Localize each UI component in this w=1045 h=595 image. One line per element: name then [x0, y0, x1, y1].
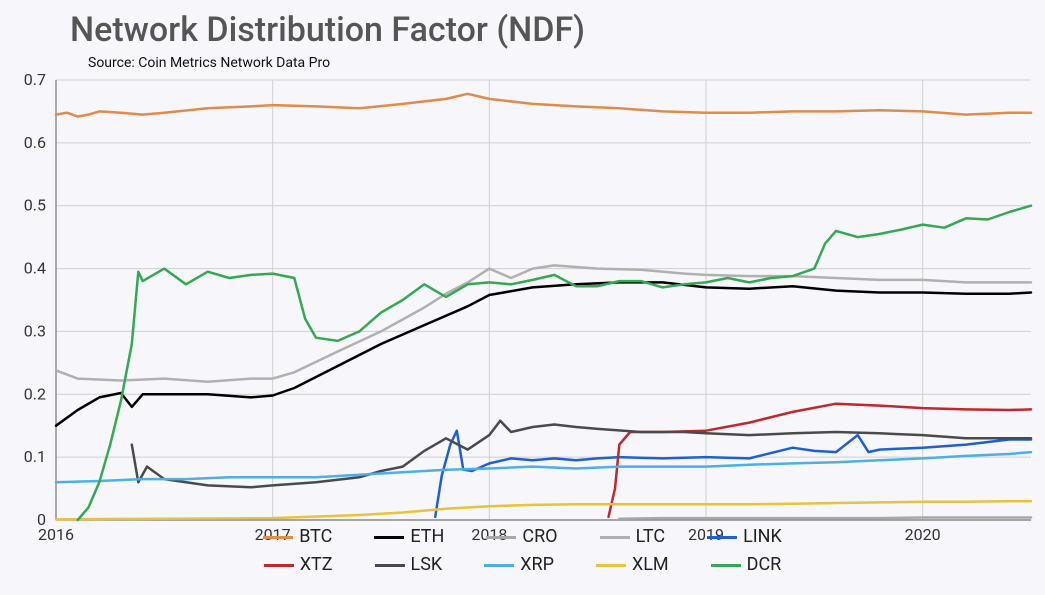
legend-swatch: [600, 536, 630, 539]
series-ltc: [56, 265, 1031, 381]
series-btc: [56, 94, 1031, 117]
legend-label: LINK: [743, 525, 782, 549]
series-xrp: [56, 452, 1031, 482]
legend-swatch: [707, 536, 737, 539]
series-xtz: [609, 404, 1032, 517]
svg-text:0.7: 0.7: [24, 70, 46, 89]
svg-text:0.3: 0.3: [24, 321, 46, 340]
legend-label: CRO: [522, 525, 557, 549]
legend-swatch: [596, 564, 626, 567]
legend-label: ETH: [410, 525, 444, 549]
legend-swatch: [264, 564, 294, 567]
legend-label: BTC: [299, 525, 332, 549]
legend-label: XLM: [632, 553, 669, 577]
svg-text:0.1: 0.1: [24, 447, 46, 466]
svg-text:0.5: 0.5: [24, 196, 46, 215]
legend-item-xrp: XRP: [484, 553, 554, 577]
legend-swatch: [486, 536, 516, 539]
svg-text:0.6: 0.6: [24, 133, 46, 152]
chart-legend: BTC ETH CRO LTC LINK XTZ LSK XRP XLM DCR: [0, 525, 1045, 581]
series-eth: [56, 282, 1031, 425]
legend-label: XRP: [520, 553, 554, 577]
svg-text:0.4: 0.4: [24, 259, 46, 278]
legend-item-lsk: LSK: [375, 553, 443, 577]
chart-subtitle: Source: Coin Metrics Network Data Pro: [88, 55, 330, 71]
svg-text:0.2: 0.2: [24, 384, 46, 403]
legend-label: LTC: [636, 525, 666, 549]
chart-title: Network Distribution Factor (NDF): [70, 10, 585, 50]
series-xlm: [56, 501, 1031, 519]
legend-item-link: LINK: [707, 525, 782, 549]
ndf-line-chart: 2016201720182019202000.10.20.30.40.50.60…: [56, 80, 1031, 520]
legend-swatch: [374, 536, 404, 539]
series-dcr: [78, 206, 1031, 520]
legend-label: XTZ: [300, 553, 333, 577]
legend-item-xlm: XLM: [596, 553, 669, 577]
legend-swatch: [375, 564, 405, 567]
legend-item-btc: BTC: [263, 525, 332, 549]
legend-item-eth: ETH: [374, 525, 444, 549]
legend-label: DCR: [747, 553, 782, 577]
legend-label: LSK: [411, 553, 443, 577]
legend-swatch: [484, 564, 514, 567]
legend-swatch: [711, 564, 741, 567]
legend-item-cro: CRO: [486, 525, 557, 549]
legend-swatch: [263, 536, 293, 539]
legend-item-dcr: DCR: [711, 553, 782, 577]
series-cro: [619, 518, 1031, 519]
legend-item-xtz: XTZ: [264, 553, 333, 577]
legend-item-ltc: LTC: [600, 525, 666, 549]
